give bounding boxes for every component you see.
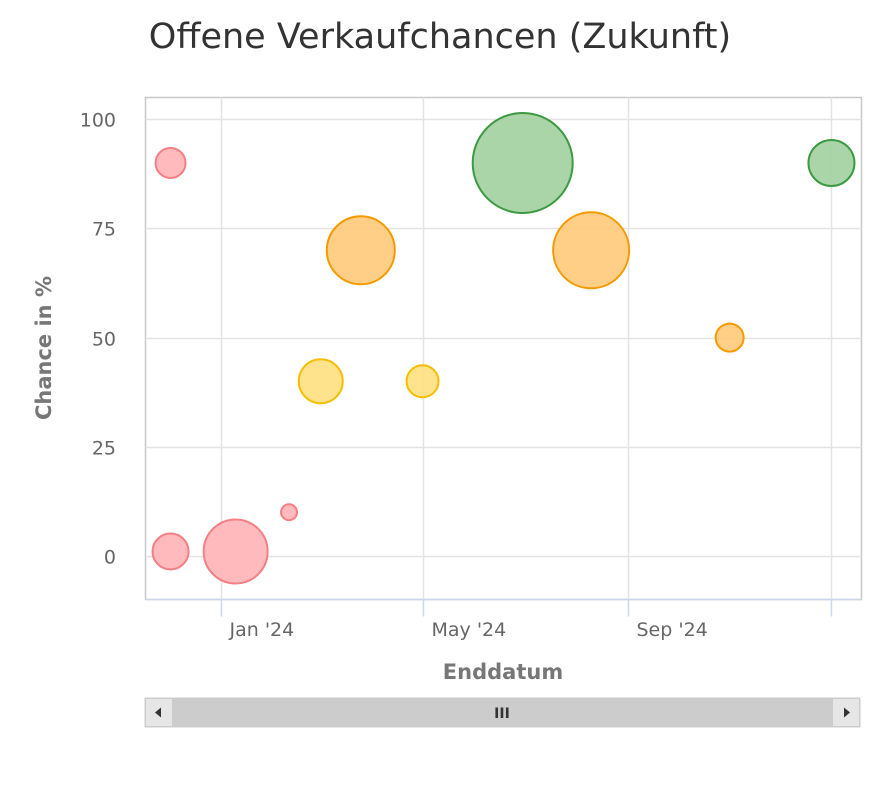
bubble-point — [202, 518, 269, 585]
x-tick-label: May '24 — [432, 619, 507, 641]
x-tick-label: Sep '24 — [637, 619, 708, 641]
bubble-point — [552, 211, 631, 290]
scrollbar[interactable]: III — [144, 697, 861, 728]
arrow-left-icon — [155, 707, 161, 718]
chart-title: Offene Verkaufchancen (Zukunft) — [149, 17, 731, 57]
arrow-right-icon — [844, 707, 850, 718]
y-tick-label: 75 — [92, 219, 116, 241]
bubbles — [151, 111, 856, 585]
ticks: 0 25 50 75 100 Jan '24 May '24 Sep '24 — [80, 110, 862, 641]
bubble-point — [714, 322, 745, 353]
y-tick-label: 100 — [80, 110, 116, 132]
bubble-point — [325, 215, 396, 286]
scrollbar-thumb[interactable] — [172, 699, 832, 726]
scrollbar-grip: III — [494, 706, 510, 722]
x-axis-title: Enddatum — [443, 660, 563, 684]
bubble-point — [405, 364, 440, 399]
bubble-point — [471, 111, 574, 214]
y-tick-label: 0 — [104, 547, 116, 569]
bubble-point — [154, 146, 187, 179]
y-tick-label: 50 — [92, 329, 116, 351]
bubble-point — [151, 532, 190, 571]
bubble-point — [807, 138, 856, 187]
bubble-point — [297, 358, 344, 405]
y-axis-title: Chance in % — [32, 276, 56, 420]
bubble-point — [280, 503, 299, 522]
x-tick-label: Jan '24 — [229, 619, 295, 641]
y-tick-label: 25 — [92, 438, 116, 460]
